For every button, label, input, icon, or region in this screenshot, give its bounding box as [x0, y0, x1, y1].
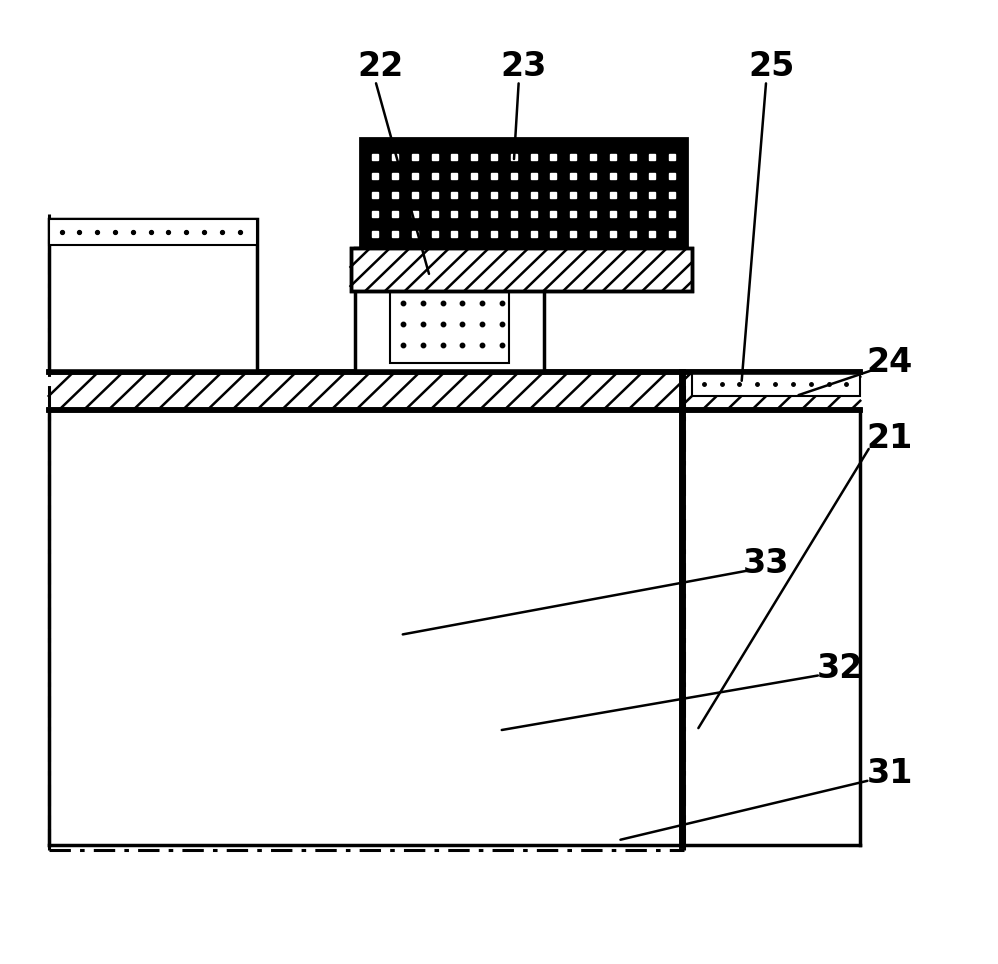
Text: 21: 21 — [867, 422, 913, 456]
Bar — [355, 248, 544, 372]
Text: 22: 22 — [357, 50, 403, 83]
Bar — [49, 372, 860, 411]
Bar — [360, 138, 687, 248]
Bar — [49, 411, 860, 845]
Bar — [49, 219, 256, 245]
Bar — [350, 248, 692, 291]
Bar — [390, 277, 509, 362]
Bar — [350, 248, 692, 291]
Text: 31: 31 — [866, 757, 913, 790]
Text: 25: 25 — [748, 50, 794, 83]
Text: 24: 24 — [867, 346, 913, 379]
Text: 32: 32 — [817, 652, 863, 684]
Bar — [49, 411, 860, 845]
Text: 33: 33 — [743, 547, 789, 579]
Text: 23: 23 — [501, 50, 547, 83]
Bar — [692, 372, 860, 396]
Bar — [49, 219, 256, 372]
